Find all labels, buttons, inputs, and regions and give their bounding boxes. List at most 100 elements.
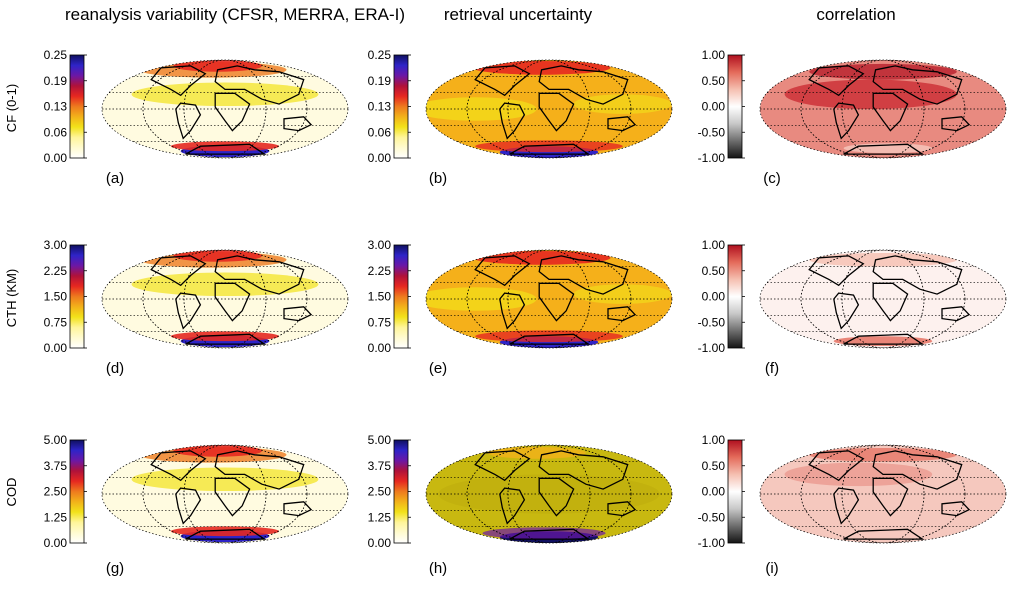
colorbar-tick-label: 0.13 (368, 100, 392, 114)
colorbar (69, 439, 85, 544)
panel-letter: (f) (765, 360, 779, 377)
colorbar-tick-label: 0.50 (702, 74, 726, 88)
column-title-3: correlation (816, 5, 895, 24)
colorbar-tick-label: 0.75 (368, 315, 392, 329)
colorbar-tick-label: 2.25 (368, 264, 392, 278)
panel-b: 0.25 0.19 0.13 0.06 0.00 (b) (368, 48, 673, 187)
map-outline (425, 249, 673, 349)
colorbar-tick-label: 2.50 (368, 485, 392, 499)
graticule (102, 250, 348, 348)
row-label-1: CF (0-1) (4, 84, 19, 132)
panel-letter: (g) (106, 560, 124, 577)
colorbar-tick-label: 0.00 (368, 341, 392, 355)
coastlines (808, 65, 971, 155)
panel-letter: (e) (429, 360, 447, 377)
map-field (102, 250, 348, 348)
colorbar-tick-label: 0.06 (368, 125, 392, 139)
row-label-3: COD (4, 478, 19, 507)
panel-letter: (h) (429, 560, 447, 577)
colorbar-tick-label: 1.50 (44, 290, 68, 304)
map-field (426, 250, 672, 348)
colorbar-tick-label: 1.00 (702, 48, 726, 62)
panel-letter: (b) (429, 170, 447, 187)
colorbar-tick-label: -0.50 (698, 510, 726, 524)
colorbar-tick-label: 0.00 (368, 536, 392, 550)
panel-letter: (i) (765, 560, 778, 577)
column-title-1: reanalysis variability (CFSR, MERRA, ERA… (65, 5, 405, 24)
panel-d: 3.00 2.25 1.50 0.75 0.00 (d) (44, 238, 349, 377)
map-field (426, 60, 672, 158)
panel-letter: (c) (763, 170, 781, 187)
colorbar (393, 439, 409, 544)
graticule (426, 445, 672, 543)
panel-h: 5.00 3.75 2.50 1.25 0.00 (h) (368, 433, 673, 577)
colorbar-tick-label: -0.50 (698, 125, 726, 139)
colorbar-tick-label: -1.00 (698, 151, 726, 165)
colorbar (727, 439, 743, 544)
colorbar-tick-label: 1.25 (368, 510, 392, 524)
panel-letter: (a) (106, 170, 124, 187)
colorbar-tick-label: 5.00 (368, 433, 392, 447)
colorbar-tick-label: 0.19 (44, 74, 68, 88)
colorbar-tick-label: 0.19 (368, 74, 392, 88)
colorbar-tick-label: 0.00 (702, 290, 726, 304)
colorbar-tick-label: 3.75 (368, 459, 392, 473)
map-field (760, 60, 1006, 158)
coastlines (150, 450, 313, 540)
colorbar-tick-label: 1.00 (702, 238, 726, 252)
colorbar-tick-label: 3.00 (44, 238, 68, 252)
panel-e: 3.00 2.25 1.50 0.75 0.00 (e) (368, 238, 673, 377)
panel-i: 1.00 0.50 0.00 -0.50 -1.00 (i) (698, 433, 1007, 577)
colorbar-tick-label: 1.50 (368, 290, 392, 304)
colorbar-tick-label: 0.00 (702, 100, 726, 114)
map-outline (759, 249, 1007, 349)
map-outline (101, 249, 349, 349)
colorbar-tick-label: 0.00 (44, 151, 68, 165)
column-title-2: retrieval uncertainty (444, 5, 593, 24)
colorbar-tick-label: 3.00 (368, 238, 392, 252)
map-field (760, 445, 1006, 543)
colorbar (69, 244, 85, 349)
colorbar-tick-label: 0.75 (44, 315, 68, 329)
panel-g: 5.00 3.75 2.50 1.25 0.00 (g) (44, 433, 349, 577)
colorbar-tick-label: 1.00 (702, 433, 726, 447)
map-field (760, 250, 1006, 348)
colorbar-tick-label: -1.00 (698, 341, 726, 355)
colorbar-tick-label: 0.50 (702, 459, 726, 473)
graticule (102, 60, 348, 158)
map-outline (425, 444, 673, 544)
coastlines (150, 65, 313, 155)
map-outline (101, 59, 349, 159)
colorbar (727, 54, 743, 159)
map-outline (759, 59, 1007, 159)
colorbar-tick-label: 0.06 (44, 125, 68, 139)
colorbar-tick-label: 0.25 (368, 48, 392, 62)
graticule (102, 445, 348, 543)
colorbar-tick-label: 2.25 (44, 264, 68, 278)
coastlines (808, 450, 971, 540)
colorbar (393, 244, 409, 349)
map-field (102, 445, 348, 543)
colorbar-tick-label: 0.00 (44, 341, 68, 355)
coastlines (474, 450, 637, 540)
colorbar-tick-label: 3.75 (44, 459, 68, 473)
colorbar-tick-label: 0.13 (44, 100, 68, 114)
panel-c: 1.00 0.50 0.00 -0.50 -1.00 (c) (698, 48, 1007, 187)
panel-letter: (d) (106, 360, 124, 377)
colorbar-tick-label: 5.00 (44, 433, 68, 447)
colorbar-tick-label: -0.50 (698, 315, 726, 329)
colorbar-tick-label: 0.50 (702, 264, 726, 278)
colorbar-tick-label: 0.00 (368, 151, 392, 165)
colorbar-tick-label: 1.25 (44, 510, 68, 524)
coastlines (474, 255, 637, 345)
coastlines (150, 255, 313, 345)
colorbar-tick-label: -1.00 (698, 536, 726, 550)
colorbar-tick-label: 0.00 (702, 485, 726, 499)
graticule (760, 60, 1006, 158)
colorbar (727, 244, 743, 349)
graticule (760, 250, 1006, 348)
colorbar-tick-label: 2.50 (44, 485, 68, 499)
colorbar-tick-label: 0.25 (44, 48, 68, 62)
panel-a: 0.25 0.19 0.13 0.06 0.00 (a) (44, 48, 349, 187)
